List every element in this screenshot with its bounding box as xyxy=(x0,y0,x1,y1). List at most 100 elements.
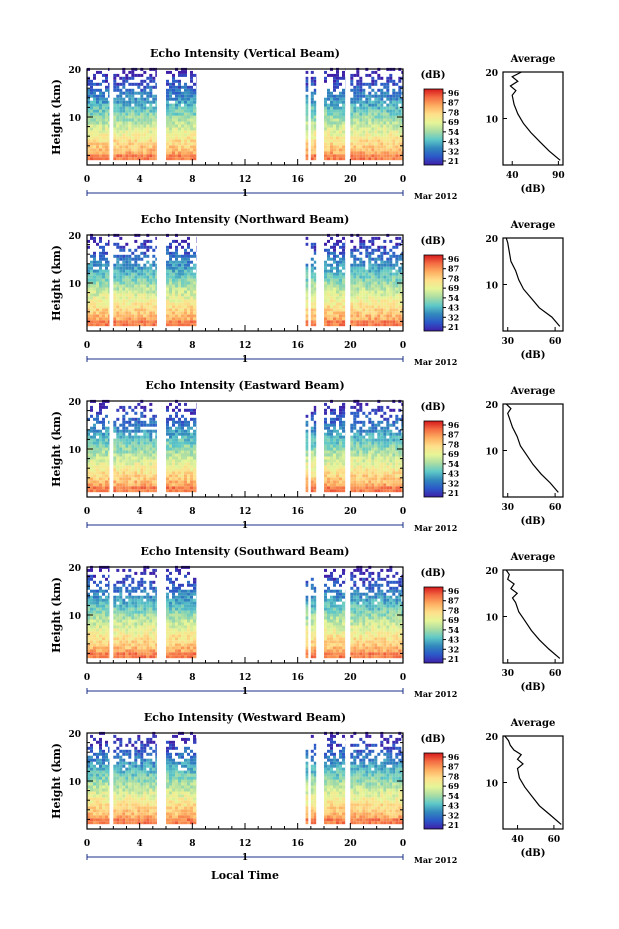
heatmap-cell xyxy=(353,145,357,149)
heatmap-cell xyxy=(108,103,110,107)
heatmap-cell xyxy=(336,471,339,475)
heatmap-cell xyxy=(324,489,327,493)
heatmap-cell xyxy=(389,275,393,279)
heatmap-cell xyxy=(395,275,399,279)
heatmap-cell xyxy=(333,127,336,131)
heatmap-cell xyxy=(93,305,96,309)
heatmap-cell xyxy=(365,287,369,291)
heatmap-cell xyxy=(172,417,175,421)
heatmap-cell xyxy=(362,293,366,297)
heatmap-cell xyxy=(333,266,336,270)
heatmap-cell xyxy=(119,103,123,107)
heatmap-cell xyxy=(368,154,372,158)
heatmap-cell xyxy=(377,405,381,409)
heatmap-cell xyxy=(310,477,314,481)
heatmap-cell xyxy=(333,420,336,424)
heatmap-cell xyxy=(93,251,96,255)
heatmap-cell xyxy=(330,435,333,439)
heatmap-cell xyxy=(155,115,157,119)
heatmap-cell xyxy=(128,474,132,478)
heatmap-cell xyxy=(353,444,357,448)
heatmap-cell xyxy=(105,85,108,89)
heatmap-cell xyxy=(392,444,396,448)
heatmap-cell xyxy=(193,88,196,92)
heatmap-cell xyxy=(155,468,157,472)
heatmap-cell xyxy=(333,245,336,249)
heatmap-cell xyxy=(113,305,117,309)
heatmap-cell xyxy=(371,299,375,303)
heatmap-cell xyxy=(371,471,375,475)
heatmap-cell xyxy=(178,82,181,86)
heatmap-cell xyxy=(193,311,196,315)
heatmap-cell xyxy=(193,254,196,258)
heatmap-cell xyxy=(166,260,169,264)
heatmap-cell xyxy=(96,121,99,125)
heatmap-cell xyxy=(356,302,360,306)
heatmap-cell xyxy=(353,405,357,409)
heatmap-cell xyxy=(184,468,187,472)
heatmap-cell xyxy=(398,145,402,149)
heatmap-cell xyxy=(356,112,360,116)
heatmap-cell xyxy=(386,429,390,433)
heatmap-cell xyxy=(374,82,378,86)
heatmap-cell xyxy=(392,432,396,436)
heatmap-cell xyxy=(181,308,184,312)
heatmap-cell xyxy=(108,133,110,137)
heatmap-cell xyxy=(374,136,378,140)
heatmap-cell xyxy=(383,471,387,475)
heatmap-cell xyxy=(190,275,193,279)
heatmap-cell xyxy=(143,453,147,457)
heatmap-cell xyxy=(359,121,363,125)
heatmap-cell xyxy=(383,444,387,448)
heatmap-cell xyxy=(143,450,147,454)
heatmap-cell xyxy=(187,118,190,122)
heatmap-cell xyxy=(395,127,399,131)
heatmap-cell xyxy=(342,139,345,143)
heatmap-cell xyxy=(175,290,178,294)
heatmap-cell xyxy=(310,112,314,116)
heatmap-cell xyxy=(128,109,132,113)
heatmap-cell xyxy=(342,453,345,457)
heatmap-cell xyxy=(190,281,193,285)
heatmap-cell xyxy=(305,474,309,478)
heatmap-cell xyxy=(310,465,314,469)
heatmap-cell xyxy=(389,100,393,104)
heatmap-cell xyxy=(380,254,384,258)
heatmap-cell xyxy=(93,426,96,430)
heatmap-cell xyxy=(125,447,129,451)
heatmap-cell xyxy=(353,456,357,460)
heatmap-cell xyxy=(389,121,393,125)
heatmap-cell xyxy=(350,471,354,475)
heatmap-cell xyxy=(313,284,317,288)
heatmap-cell xyxy=(356,441,360,445)
day-marker: 1 xyxy=(242,355,248,365)
heatmap-cell xyxy=(350,486,354,490)
heatmap-cell xyxy=(342,260,345,264)
heatmap-cell xyxy=(178,441,181,445)
heatmap-cell xyxy=(371,148,375,152)
heatmap-cell xyxy=(380,317,384,321)
heatmap-cell xyxy=(190,299,193,303)
heatmap-cell xyxy=(190,444,193,448)
heatmap-cell xyxy=(380,275,384,279)
heatmap-cell xyxy=(119,483,123,487)
average-frame xyxy=(502,71,564,166)
heatmap-cell xyxy=(333,88,336,92)
heatmap-cell xyxy=(175,405,178,409)
heatmap-cell xyxy=(313,251,317,255)
heatmap-cell xyxy=(386,85,390,89)
heatmap-cell xyxy=(181,456,184,460)
heatmap-cell xyxy=(152,308,156,312)
heatmap-cell xyxy=(395,302,399,306)
x-tick-label: 12 xyxy=(239,175,252,185)
heatmap-cell xyxy=(305,266,309,270)
heatmap-cell xyxy=(353,103,357,107)
heatmap-cell xyxy=(137,477,141,481)
heatmap-cell xyxy=(96,133,99,137)
heatmap-cell xyxy=(102,444,105,448)
heatmap-cell xyxy=(371,426,375,430)
heatmap-cell xyxy=(116,299,120,303)
heatmap-cell xyxy=(380,127,384,131)
heatmap-cell xyxy=(140,471,144,475)
heatmap-cell xyxy=(184,447,187,451)
